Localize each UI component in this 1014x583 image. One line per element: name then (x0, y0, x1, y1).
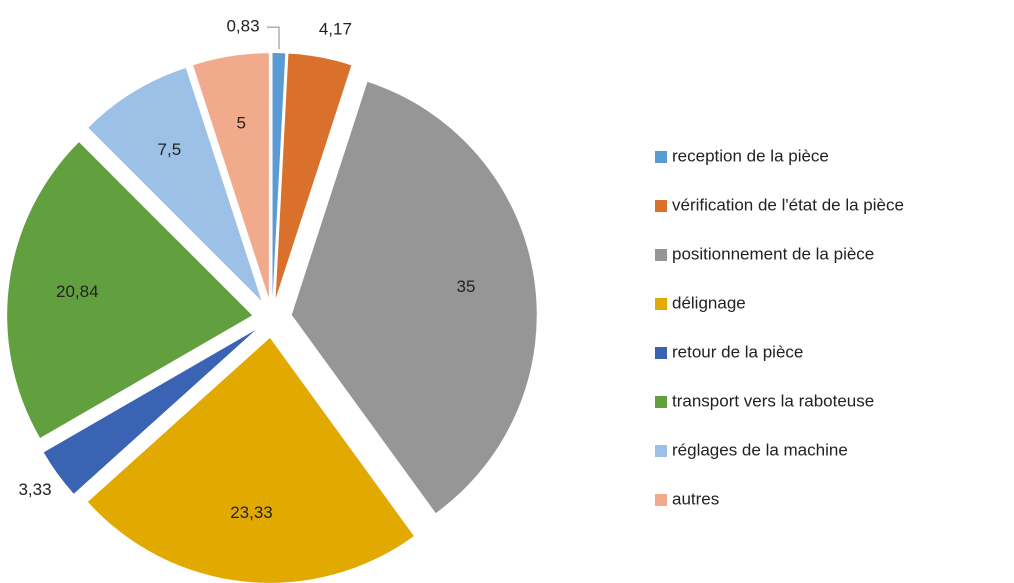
legend-swatch (655, 494, 667, 506)
legend-swatch (655, 347, 667, 359)
pie-slice (291, 81, 537, 514)
legend-swatch (655, 396, 667, 408)
legend-label: positionnement de la pièce (672, 244, 874, 263)
leader-line (267, 26, 280, 50)
legend-label: autres (672, 489, 719, 508)
data-label: 35 (457, 277, 476, 296)
legend-label: réglages de la machine (672, 440, 848, 459)
data-label: 23,33 (230, 503, 273, 522)
data-label: 5 (237, 114, 246, 133)
pie-slice (88, 67, 262, 301)
legend-swatch (655, 298, 667, 310)
legend-label: reception de la pièce (672, 146, 829, 165)
legend-swatch (655, 445, 667, 457)
data-label: 7,5 (158, 140, 182, 159)
pie-slice (275, 53, 352, 299)
legend-label: délignage (672, 293, 746, 312)
pie-slice (87, 337, 414, 583)
legend-label: retour de la pièce (672, 342, 803, 361)
data-label: 3,33 (18, 480, 51, 499)
data-label: 4,17 (319, 19, 352, 38)
pie-slice (193, 53, 269, 299)
data-label: 20,84 (56, 282, 99, 301)
pie-slice (272, 53, 286, 299)
legend-swatch (655, 249, 667, 261)
data-label: 0,83 (226, 17, 259, 36)
pie-slice (7, 142, 253, 438)
pie-slice (43, 329, 256, 494)
legend-label: transport vers la raboteuse (672, 391, 874, 410)
legend-label: vérification de l'état de la pièce (672, 195, 904, 214)
legend-swatch (655, 200, 667, 212)
legend-swatch (655, 151, 667, 163)
